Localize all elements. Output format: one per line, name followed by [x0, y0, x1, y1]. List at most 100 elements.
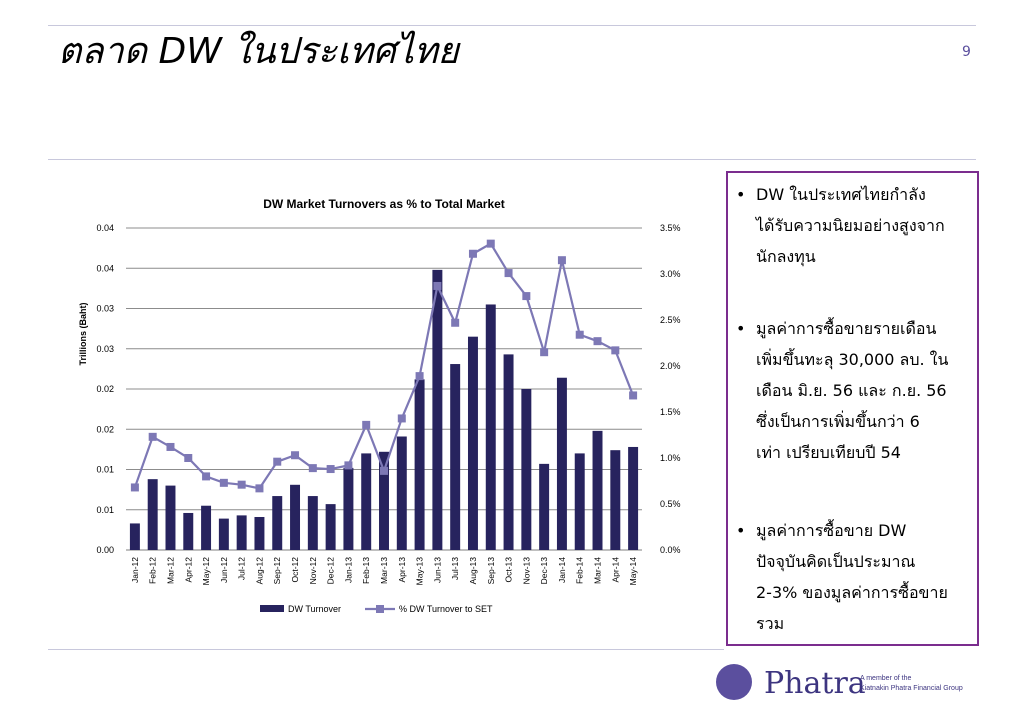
- line-point: [486, 239, 495, 248]
- bullet-text: มูลค่าการซื้อขาย DW ปัจจุบันคิดเป็นประมา…: [756, 521, 948, 633]
- bar: [379, 451, 389, 550]
- bar: [307, 496, 318, 550]
- y-right-tick-label: 3.0%: [660, 269, 681, 279]
- x-tick-label: Aug-13: [468, 557, 478, 585]
- x-tick-label: May-14: [628, 557, 638, 586]
- bar: [325, 504, 336, 550]
- line-point: [326, 465, 335, 474]
- bar: [254, 516, 265, 550]
- y-right-tick-label: 1.5%: [660, 407, 681, 417]
- x-tick-label: Aug-12: [254, 557, 264, 585]
- bar: [236, 515, 247, 550]
- x-tick-label: May-13: [415, 557, 425, 586]
- bar: [556, 377, 567, 550]
- y-right-tick-label: 2.0%: [660, 361, 681, 371]
- y-left-tick-label: 0.02: [96, 384, 114, 394]
- line-point: [504, 269, 513, 278]
- phatra-logo: Phatra A member of the Kiatnakin Phatra …: [716, 660, 976, 704]
- logo-tagline-line-1: A member of the: [860, 675, 912, 682]
- x-tick-label: Apr-14: [610, 557, 620, 583]
- line-point: [166, 442, 175, 451]
- y-right-tick-label: 3.5%: [660, 223, 681, 233]
- y-axis-label: Trillions (Baht): [78, 302, 88, 365]
- line-point: [255, 484, 264, 493]
- y-right-tick-label: 2.5%: [660, 315, 681, 325]
- bar: [574, 453, 585, 550]
- x-tick-label: Jan-14: [557, 557, 567, 583]
- line-point: [611, 346, 620, 355]
- line-point: [433, 281, 442, 290]
- x-tick-label: Jan-13: [343, 557, 353, 583]
- bar: [396, 436, 407, 550]
- bar: [521, 389, 532, 550]
- x-tick-label: Mar-14: [593, 557, 603, 584]
- legend-swatch-bar: [260, 605, 284, 612]
- legend-label-line: % DW Turnover to SET: [399, 604, 493, 614]
- bar: [343, 467, 354, 550]
- y-left-tick-label: 0.04: [96, 263, 114, 273]
- y-left-tick-label: 0.00: [96, 545, 114, 555]
- logo-name: Phatra: [764, 666, 866, 701]
- line-point: [557, 256, 566, 265]
- line-point: [184, 454, 193, 462]
- bar: [450, 364, 461, 550]
- legend-label-bar: DW Turnover: [288, 604, 341, 614]
- bar: [467, 336, 478, 550]
- y-right-tick-label: 1.0%: [660, 453, 681, 463]
- line-point: [593, 337, 602, 346]
- y-left-tick-label: 0.04: [96, 223, 114, 233]
- bullet-item-3: • มูลค่าการซื้อขาย DW ปัจจุบันคิดเป็นประ…: [736, 515, 976, 639]
- bar: [539, 463, 550, 550]
- logo-tagline: A member of the Kiatnakin Phatra Financi…: [860, 674, 963, 694]
- line-point: [380, 466, 388, 475]
- bar: [485, 304, 496, 550]
- line-point: [362, 420, 371, 429]
- line-point: [629, 391, 638, 400]
- bar: [183, 512, 194, 550]
- page-title: ตลาด DW ในประเทศไทย: [58, 31, 459, 72]
- x-tick-label: Oct-12: [290, 557, 300, 583]
- line-point: [130, 483, 139, 492]
- line-point: [237, 480, 246, 489]
- bar: [290, 484, 301, 550]
- bar: [414, 379, 425, 550]
- x-tick-label: Nov-12: [308, 557, 318, 585]
- line-point: [148, 432, 157, 441]
- page-number: 9: [962, 44, 971, 60]
- line-point: [415, 372, 424, 381]
- bar: [129, 523, 140, 550]
- bar: [272, 496, 283, 550]
- x-tick-label: Apr-12: [183, 557, 193, 583]
- line-point: [291, 451, 300, 460]
- bar: [201, 505, 212, 550]
- x-tick-label: Nov-13: [521, 557, 531, 585]
- logo-mark-icon: [716, 664, 752, 700]
- x-tick-label: May-12: [201, 557, 211, 586]
- logo-tagline-line-2: Kiatnakin Phatra Financial Group: [860, 685, 963, 692]
- bar: [432, 269, 443, 550]
- x-tick-label: Jul-13: [450, 557, 460, 580]
- x-tick-label: Mar-13: [379, 557, 389, 584]
- x-tick-label: Dec-12: [326, 557, 336, 585]
- x-tick-label: Jun-13: [432, 557, 442, 583]
- x-tick-label: Oct-13: [504, 557, 514, 583]
- line-point: [522, 292, 531, 301]
- x-tick-label: Dec-13: [539, 557, 549, 585]
- x-tick-label: Feb-13: [361, 557, 371, 584]
- bullet-marker: •: [736, 521, 746, 540]
- bullet-item-1: • DW ในประเทศไทยกำลัง ได้รับความนิยมอย่า…: [736, 179, 976, 272]
- y-left-tick-label: 0.03: [96, 304, 114, 314]
- bar: [218, 518, 229, 550]
- y-left-tick-label: 0.03: [96, 344, 114, 354]
- line-point: [540, 348, 549, 357]
- y-left-tick-label: 0.01: [96, 505, 114, 515]
- bullet-text: DW ในประเทศไทยกำลัง ได้รับความนิยมอย่างส…: [756, 185, 945, 266]
- line-point: [202, 472, 211, 481]
- chart-title: DW Market Turnovers as % to Total Market: [263, 197, 505, 211]
- x-tick-label: Apr-13: [397, 557, 407, 583]
- bullet-box: • DW ในประเทศไทยกำลัง ได้รับความนิยมอย่า…: [726, 171, 979, 646]
- x-tick-label: Feb-14: [575, 557, 585, 584]
- y-right-tick-label: 0.5%: [660, 499, 681, 509]
- line-point: [273, 457, 282, 466]
- x-tick-label: Jan-12: [130, 557, 140, 583]
